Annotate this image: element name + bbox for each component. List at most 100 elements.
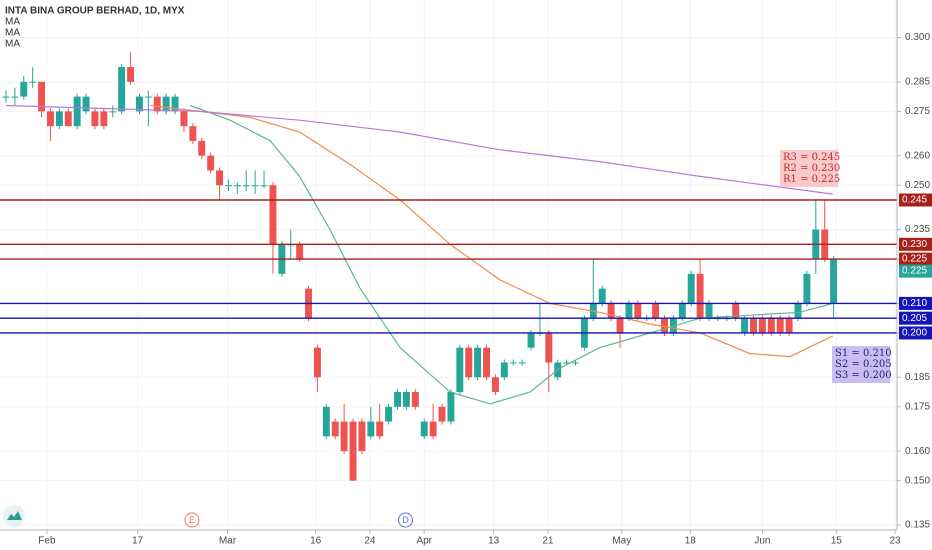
x-tick-label: Mar [219,536,237,547]
candle-body [322,406,330,437]
candle-body [607,303,615,319]
candle-body [732,303,740,319]
event-marker [398,512,414,528]
candle-body [545,332,553,363]
candle-body [251,185,259,187]
candle-body [162,96,170,112]
candle-body [447,392,455,422]
candle-body [741,318,749,333]
level-badge [899,193,932,207]
y-tick-label: 0.250 [905,180,930,191]
level-badge [899,252,932,266]
candle-body [331,421,339,437]
candle-body [46,111,54,127]
candle-body [572,362,579,364]
x-tick-label: 23 [889,536,901,547]
candle-body [38,81,46,112]
candle-body [705,303,713,319]
level-badge-label: 0.245 [902,195,927,206]
y-tick-label: 0.300 [905,32,930,43]
level-badge [899,326,932,340]
x-tick-label: May [612,536,631,547]
candle-body [500,362,508,378]
x-tick-label: 21 [542,536,554,547]
candle-body [91,111,99,127]
y-tick-label: 0.135 [905,520,930,531]
candle-body [2,96,10,98]
candle-body [242,185,250,187]
x-tick-label: 17 [132,536,144,547]
candle-body [394,392,402,407]
candle-body [198,140,206,156]
candle-body [144,96,152,98]
candle-body [518,362,526,364]
moving-average-line [150,104,833,358]
candle-body [509,362,517,364]
y-tick-label: 0.275 [905,106,930,117]
level-badge-label: 0.200 [902,328,927,339]
candle-body [376,421,384,437]
logo-icon [7,511,22,520]
level-badge-label: 0.230 [902,239,927,250]
candle-body [438,406,446,422]
candle-body [776,318,784,333]
candle-body [367,421,375,437]
y-tick-label: 0.175 [905,401,930,412]
event-marker [184,512,200,528]
candle-body [429,421,437,437]
y-tick-label: 0.160 [905,446,930,457]
logo[interactable] [3,505,25,527]
candle-body [313,347,321,378]
y-tick-label: 0.235 [905,224,930,235]
candle-body [109,111,117,113]
x-tick-label: 18 [685,536,697,547]
candle-body [563,362,571,364]
event-label: E [189,515,195,525]
candle-body [625,303,633,319]
candle-body [420,421,428,437]
candle-body [634,303,642,319]
candle-body [64,111,72,127]
candle-body [340,421,348,452]
legend-entry: MA [5,39,20,50]
candle-body [411,392,419,407]
candle-body [20,81,28,97]
candle-body [758,318,766,333]
candle-body [483,347,490,378]
candle-body [260,185,268,187]
candle-body [224,185,232,187]
candle-body [402,392,410,407]
candle-body [233,185,241,187]
candle-body [100,111,108,127]
candle-body [55,111,63,127]
candle-body [465,347,473,378]
candle-body [358,421,366,452]
level-badge [899,237,932,251]
candle-body [189,126,197,141]
y-tick-label: 0.150 [905,475,930,486]
candle-body [207,155,215,171]
x-tick-label: 16 [310,536,322,547]
candle-body [385,406,393,422]
candle-body [216,170,224,186]
legend: INTA BINA GROUP BERHAD, 1D, MYX MA MA MA [5,6,185,50]
resistance-box-text: R3 = 0.245 [783,152,840,163]
candle-body [830,259,838,304]
x-tick-label: 13 [488,536,500,547]
level-badge-label: 0.225 [902,254,927,265]
candle-body [678,303,686,319]
y-tick-label: 0.260 [905,150,930,161]
candle-body [785,318,793,333]
candle-body [491,377,499,393]
level-badge [899,296,932,310]
candle-body [652,303,660,319]
candle-body [803,273,811,304]
candle-body [598,288,606,304]
x-tick-label: 24 [364,536,376,547]
support-box-text: S3 = 0.200 [835,370,892,381]
level-badge-label: 0.205 [902,313,927,324]
legend-entry: MA [5,28,20,39]
moving-average-line [189,104,833,405]
